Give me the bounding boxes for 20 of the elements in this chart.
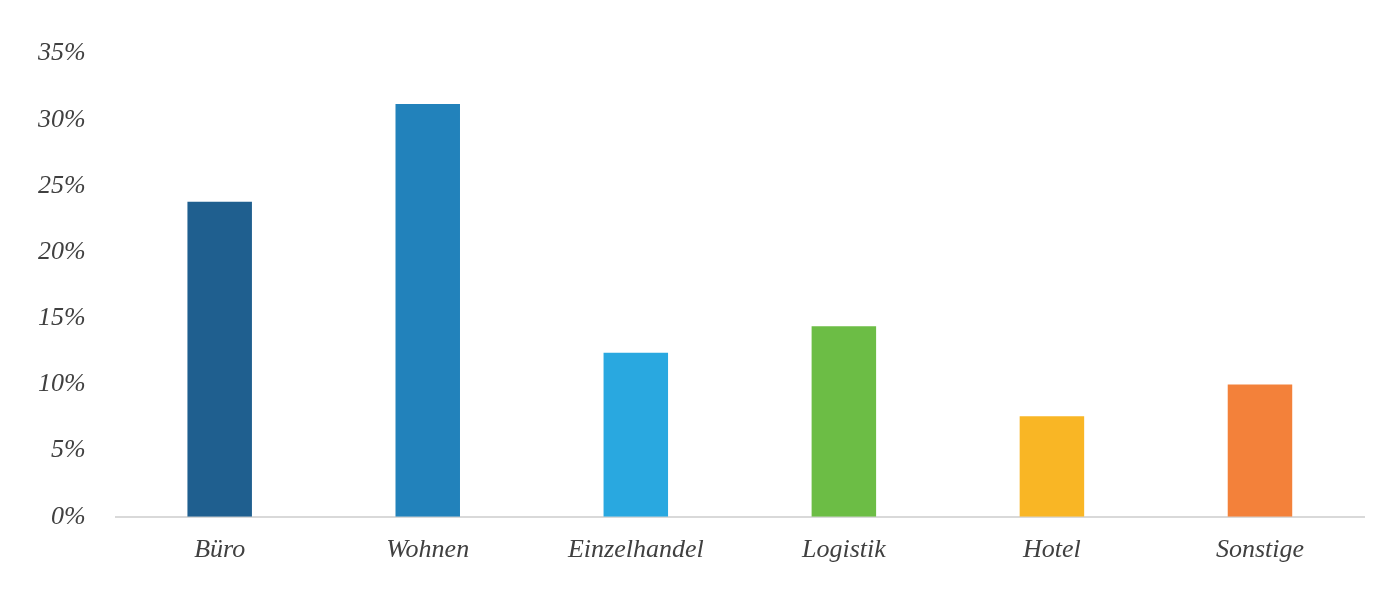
bar: [1019, 416, 1085, 517]
y-tick-label: 15%: [37, 302, 86, 332]
bar: [395, 103, 460, 517]
bar: [811, 326, 877, 517]
x-tick-label: Einzelhandel: [566, 534, 704, 564]
y-tick-label: 0%: [50, 500, 86, 530]
y-tick-label: 5%: [50, 434, 86, 464]
y-tick-label: 35%: [36, 37, 86, 67]
bar: [187, 201, 252, 517]
bar: [1227, 384, 1293, 517]
x-tick-label: Hotel: [1022, 534, 1081, 564]
bar: [603, 352, 669, 517]
y-tick-label: 25%: [37, 169, 86, 199]
x-tick-label: Sonstige: [1215, 534, 1305, 564]
x-tick-label: Logistik: [800, 534, 887, 564]
x-tick-label: Wohnen: [386, 534, 470, 564]
y-tick-label: 30%: [36, 103, 86, 133]
x-tick-label: Büro: [194, 534, 246, 564]
y-tick-label: 20%: [37, 235, 86, 265]
y-tick-label: 10%: [37, 368, 86, 398]
